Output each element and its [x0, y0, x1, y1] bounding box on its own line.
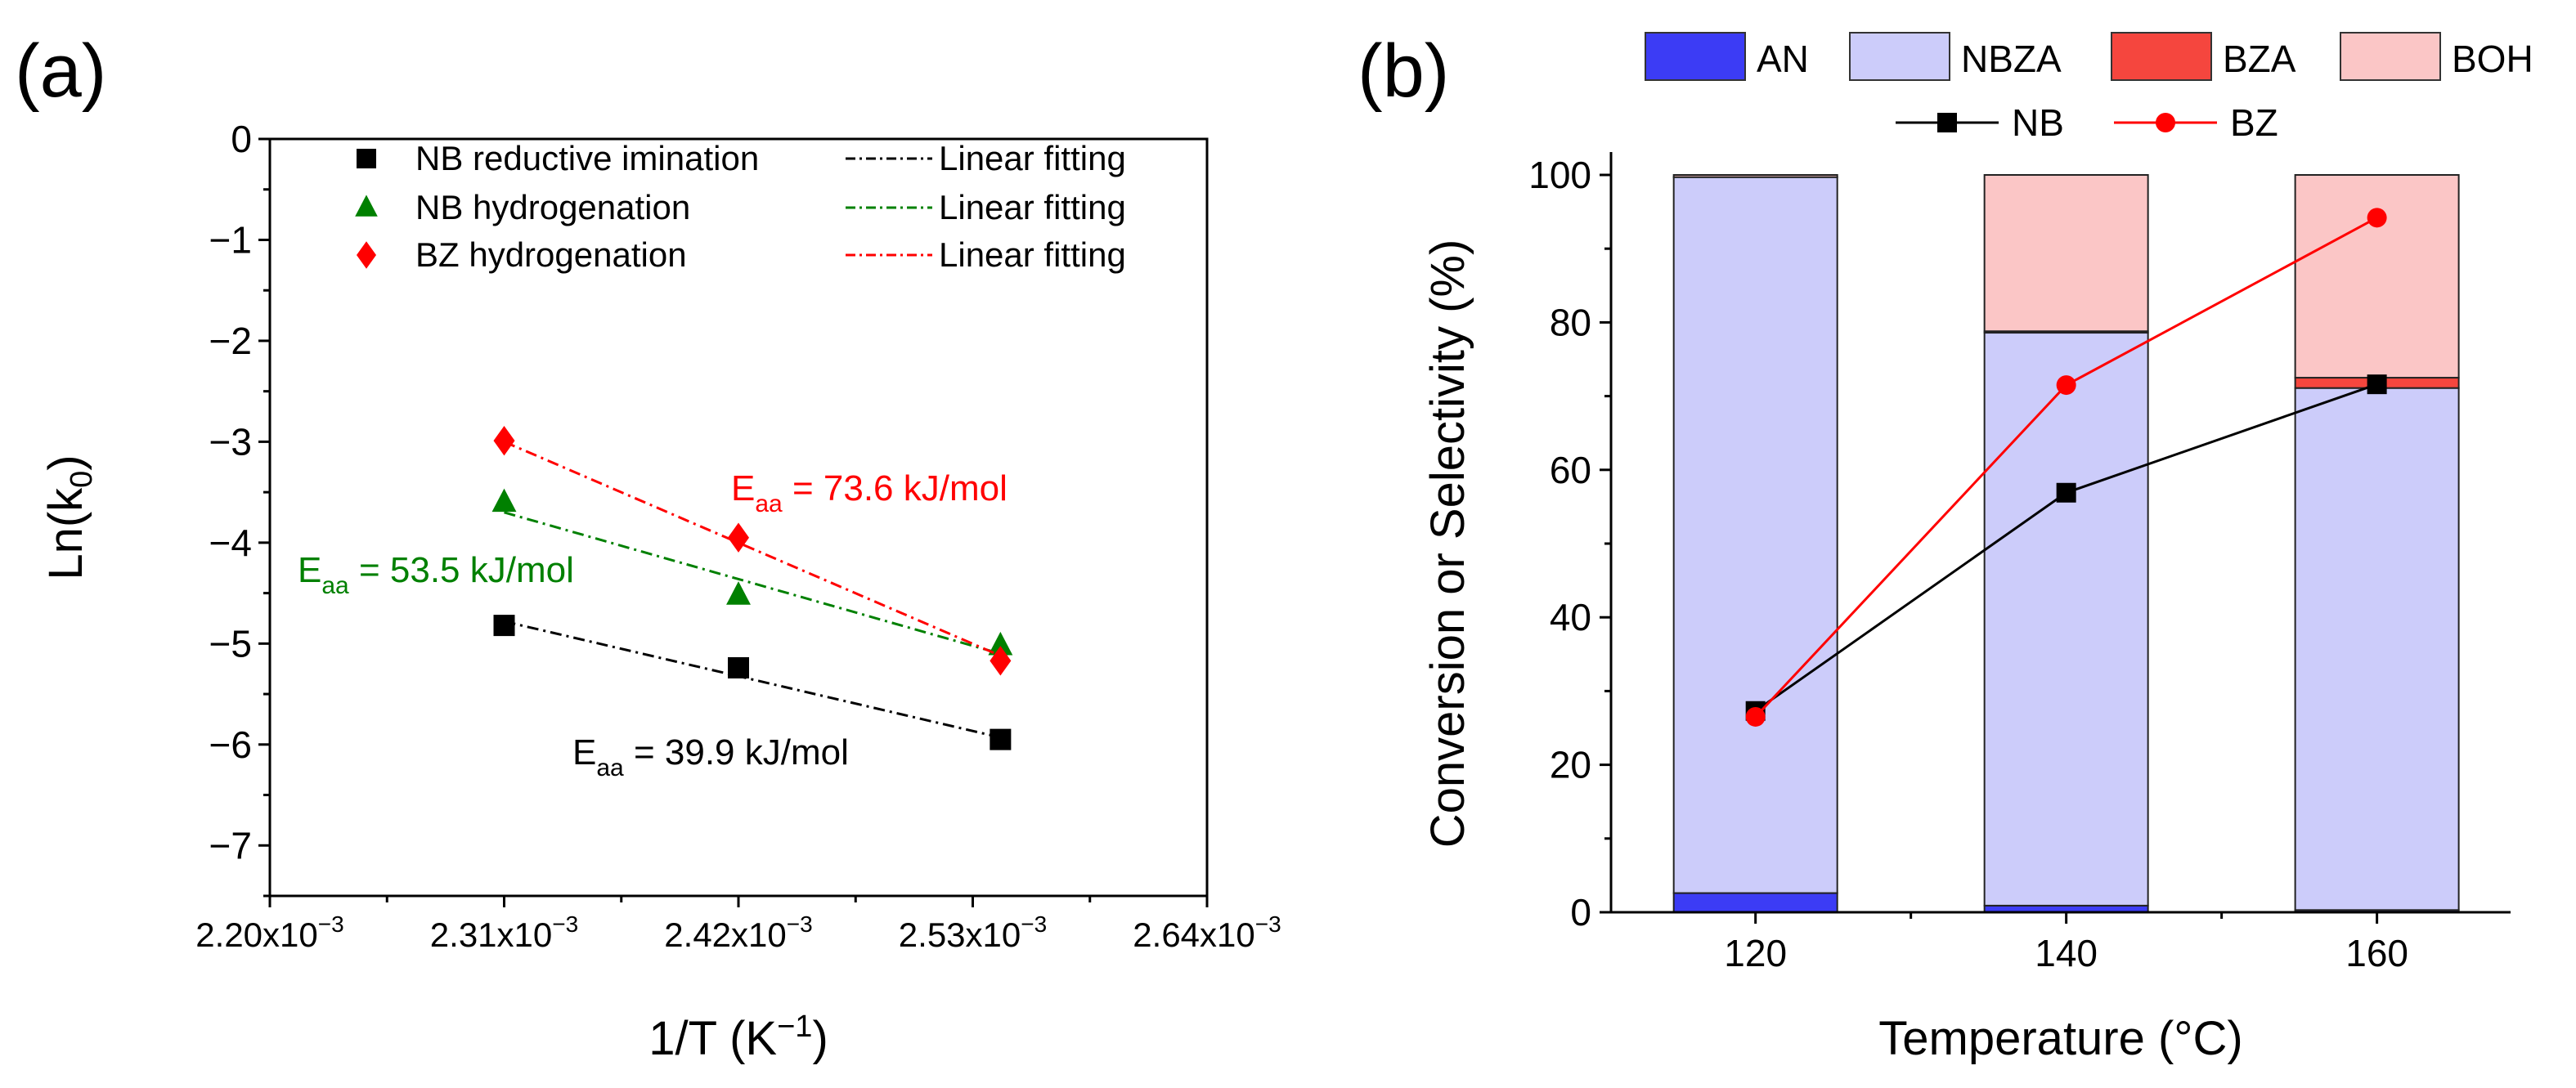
legend-swatch — [2111, 32, 2212, 81]
panel-a: (a) 0 −1 −2 −3 −4 −5 −6 −7 2.20x10−3 2.31x10−3 2.4… — [15, 29, 1281, 1065]
y-tick-label: 20 — [1550, 744, 1591, 786]
data-point-bz — [1745, 706, 1766, 727]
fit-line — [504, 511, 1001, 656]
legend-label: BZ — [2230, 101, 2278, 144]
legend-label: AN — [1757, 38, 1809, 80]
bar-segment-boh — [2294, 174, 2460, 379]
legend-swatch — [1849, 32, 1950, 81]
bar-segment-nbza — [1983, 332, 2149, 907]
legend-label: BZA — [2223, 38, 2296, 80]
data-point — [726, 581, 751, 605]
panel-b: (b) 0 20 40 60 80 100 120 140 160 Temperature (°C… — [1358, 29, 2533, 1065]
data-point — [990, 728, 1012, 750]
y-tick-label: 60 — [1550, 449, 1591, 491]
legend-swatch — [1645, 32, 1746, 81]
y-tick-label: 0 — [231, 118, 252, 160]
y-tick-label: 0 — [1570, 891, 1591, 934]
activation-energy-annotation: Eaa = 53.5 kJ/mol — [298, 550, 574, 599]
legend-label: BOH — [2452, 38, 2533, 80]
y-axis-title: Ln(k0) — [39, 454, 99, 580]
fit-line — [504, 620, 1001, 739]
x-tick-label: 160 — [2345, 932, 2408, 974]
bar-segment-an — [1672, 892, 1838, 913]
y-tick-label: −4 — [209, 522, 252, 564]
data-point — [728, 522, 749, 553]
data-point — [728, 656, 749, 678]
y-tick-label: 80 — [1550, 301, 1591, 343]
legend-label: Linear fitting — [939, 139, 1126, 177]
bar-segment-boh — [1672, 174, 1838, 178]
activation-energy-annotation: Eaa = 73.6 kJ/mol — [731, 468, 1008, 517]
x-tick-label: 2.20x10−3 — [195, 911, 343, 954]
y-tick-label: −2 — [209, 320, 252, 362]
legend-label: NB — [2012, 101, 2064, 144]
data-point — [491, 488, 517, 513]
legend-label: Linear fitting — [939, 235, 1126, 274]
legend-label: NB hydrogenation — [415, 188, 690, 226]
data-point-bz — [2056, 375, 2076, 396]
x-tick-label: 2.31x10−3 — [430, 911, 578, 954]
y-tick-label: −3 — [209, 420, 252, 463]
legend-marker — [357, 241, 376, 269]
legend-marker — [357, 149, 376, 168]
y-tick-label: −6 — [209, 723, 252, 766]
data-point-nb — [2367, 374, 2387, 395]
legend-marker — [1937, 113, 1957, 132]
bar-segment-nbza — [1672, 176, 1838, 894]
bar-segment-boh — [1983, 174, 2149, 333]
x-tick-label: 120 — [1724, 932, 1787, 974]
x-axis-title: Temperature (°C) — [1878, 1012, 2242, 1065]
data-point — [990, 646, 1012, 676]
y-tick-label: −7 — [209, 824, 252, 866]
x-tick-label: 140 — [2035, 932, 2098, 974]
legend-label: NBZA — [1961, 38, 2062, 80]
panel-b-label: (b) — [1358, 29, 1449, 113]
legend-label: Linear fitting — [939, 188, 1126, 226]
x-tick-label: 2.64x10−3 — [1133, 911, 1281, 954]
activation-energy-annotation: Eaa = 39.9 kJ/mol — [572, 732, 849, 781]
legend-label: NB reductive imination — [415, 139, 759, 177]
legend-label: BZ hydrogenation — [415, 235, 687, 274]
bar-segment-nbza — [2294, 387, 2460, 911]
data-point-nb — [2056, 482, 2076, 503]
x-axis-title: 1/T (K−1) — [648, 1010, 828, 1065]
y-tick-label: 40 — [1550, 596, 1591, 638]
x-tick-label: 2.53x10−3 — [899, 911, 1047, 954]
data-point — [493, 425, 515, 456]
y-tick-label: −1 — [209, 218, 252, 261]
legend-swatch — [2340, 32, 2441, 81]
y-axis-title: Conversion or Selectivity (%) — [1421, 240, 1474, 848]
y-tick-label: 100 — [1528, 154, 1591, 196]
x-tick-label: 2.42x10−3 — [664, 911, 812, 954]
legend-marker — [2156, 113, 2175, 132]
legend-marker — [355, 195, 378, 217]
data-point-bz — [2367, 208, 2387, 228]
data-point — [988, 631, 1013, 656]
y-tick-label: −5 — [209, 622, 252, 665]
data-point — [493, 615, 515, 637]
panel-a-label: (a) — [15, 29, 106, 113]
fit-line — [503, 441, 1001, 657]
